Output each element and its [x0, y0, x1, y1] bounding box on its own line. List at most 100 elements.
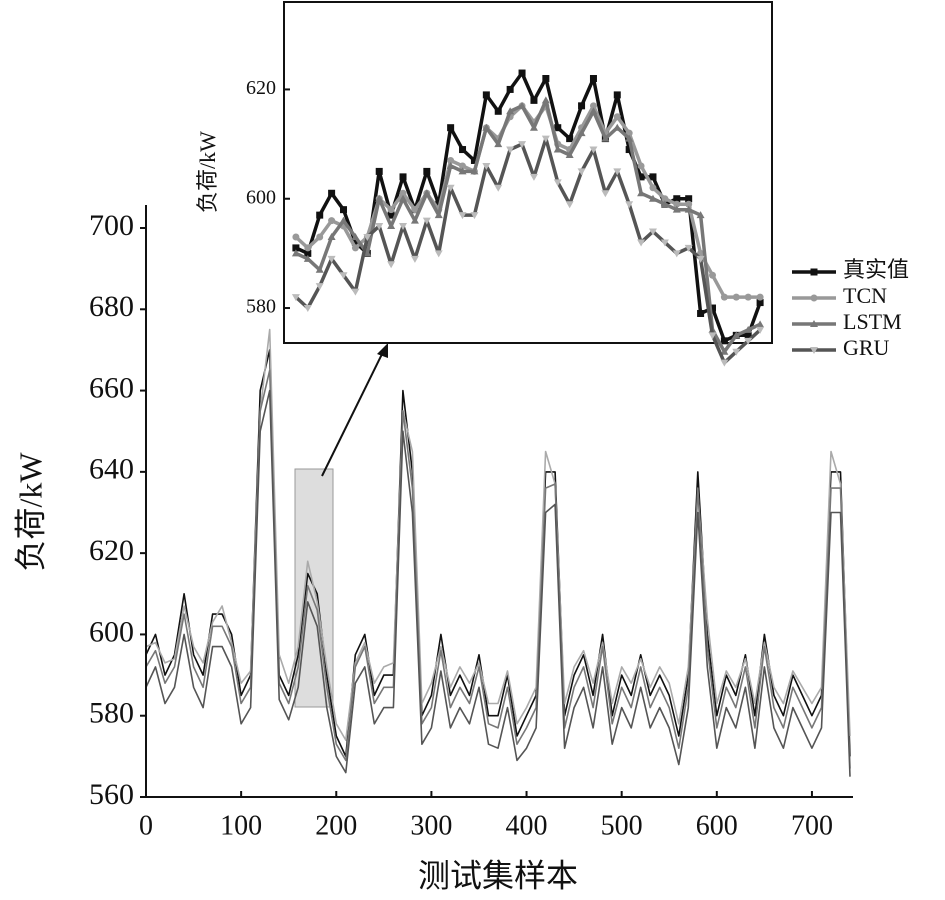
x-tick-label: 700 — [791, 810, 833, 841]
marker — [578, 102, 586, 110]
marker — [339, 272, 348, 280]
marker — [446, 161, 455, 169]
legend-label: 真实值 — [843, 257, 909, 282]
legend-label: LSTM — [843, 309, 902, 334]
marker — [554, 124, 562, 132]
legend-label: GRU — [843, 335, 890, 360]
marker — [447, 156, 455, 164]
marker — [661, 195, 669, 203]
marker — [291, 294, 300, 302]
marker — [422, 189, 431, 197]
marker — [399, 189, 407, 197]
marker — [494, 184, 503, 192]
marker — [720, 359, 729, 367]
marker — [387, 211, 395, 219]
x-tick-label: 500 — [601, 810, 643, 841]
marker — [387, 206, 395, 214]
marker — [351, 244, 359, 252]
marker — [363, 233, 372, 241]
marker — [553, 179, 562, 187]
y-tick-label: 700 — [89, 209, 134, 242]
y-tick-label: 640 — [89, 453, 134, 486]
marker — [315, 283, 324, 291]
y-axis-label: 负荷/kW — [195, 131, 220, 213]
marker — [292, 233, 300, 241]
marker — [375, 194, 384, 202]
marker — [399, 194, 408, 202]
marker — [756, 293, 764, 301]
x-tick-label: 200 — [315, 810, 357, 841]
marker — [566, 135, 574, 143]
marker — [708, 304, 716, 312]
marker — [720, 337, 728, 345]
marker — [291, 249, 300, 257]
y-tick-label: 620 — [89, 534, 134, 567]
marker — [315, 265, 324, 273]
marker — [732, 348, 741, 356]
marker — [601, 190, 610, 198]
marker — [530, 96, 538, 104]
marker — [565, 151, 574, 159]
y-tick-label: 580 — [89, 697, 134, 730]
marker — [542, 75, 550, 83]
marker — [637, 239, 646, 247]
marker — [410, 216, 419, 224]
marker — [470, 212, 479, 220]
series-line — [145, 369, 851, 769]
arrow-head — [377, 343, 388, 358]
x-tick-label: 400 — [506, 810, 548, 841]
marker — [625, 146, 633, 154]
marker — [375, 167, 383, 175]
marker — [648, 228, 657, 236]
y-tick-label: 660 — [89, 371, 134, 404]
marker — [292, 244, 300, 252]
marker — [744, 331, 752, 339]
marker — [577, 129, 586, 137]
series-line — [145, 389, 851, 777]
marker — [696, 255, 705, 263]
marker — [328, 217, 336, 225]
marker — [685, 200, 693, 208]
marker — [732, 293, 740, 301]
marker — [589, 102, 597, 110]
marker — [637, 162, 645, 170]
marker — [363, 249, 372, 257]
marker — [387, 222, 396, 230]
marker — [649, 173, 657, 181]
marker — [506, 146, 515, 154]
marker — [744, 337, 753, 345]
marker — [494, 107, 502, 115]
marker — [720, 347, 729, 355]
marker — [518, 141, 527, 149]
marker — [518, 69, 526, 77]
x-axis-label: 测试集样本 — [418, 857, 578, 893]
marker — [565, 201, 574, 209]
marker — [470, 167, 479, 175]
marker — [589, 75, 597, 83]
marker — [756, 326, 765, 334]
marker — [672, 250, 681, 258]
marker — [553, 145, 562, 153]
marker — [470, 156, 478, 164]
marker — [589, 146, 598, 154]
y-tick-label: 620 — [246, 77, 276, 99]
marker — [328, 189, 336, 197]
x-tick-label: 100 — [220, 810, 262, 841]
marker — [351, 288, 360, 296]
marker — [494, 140, 503, 148]
marker — [672, 205, 681, 213]
marker — [732, 331, 741, 339]
y-tick-label: 580 — [246, 296, 276, 318]
marker — [434, 211, 443, 219]
marker — [303, 254, 312, 262]
marker — [423, 167, 431, 175]
marker — [399, 223, 408, 231]
marker — [613, 123, 622, 131]
marker — [340, 206, 348, 214]
marker — [518, 101, 527, 109]
marker — [660, 239, 669, 247]
marker — [327, 255, 336, 263]
marker — [684, 205, 693, 213]
x-tick-label: 600 — [696, 810, 738, 841]
